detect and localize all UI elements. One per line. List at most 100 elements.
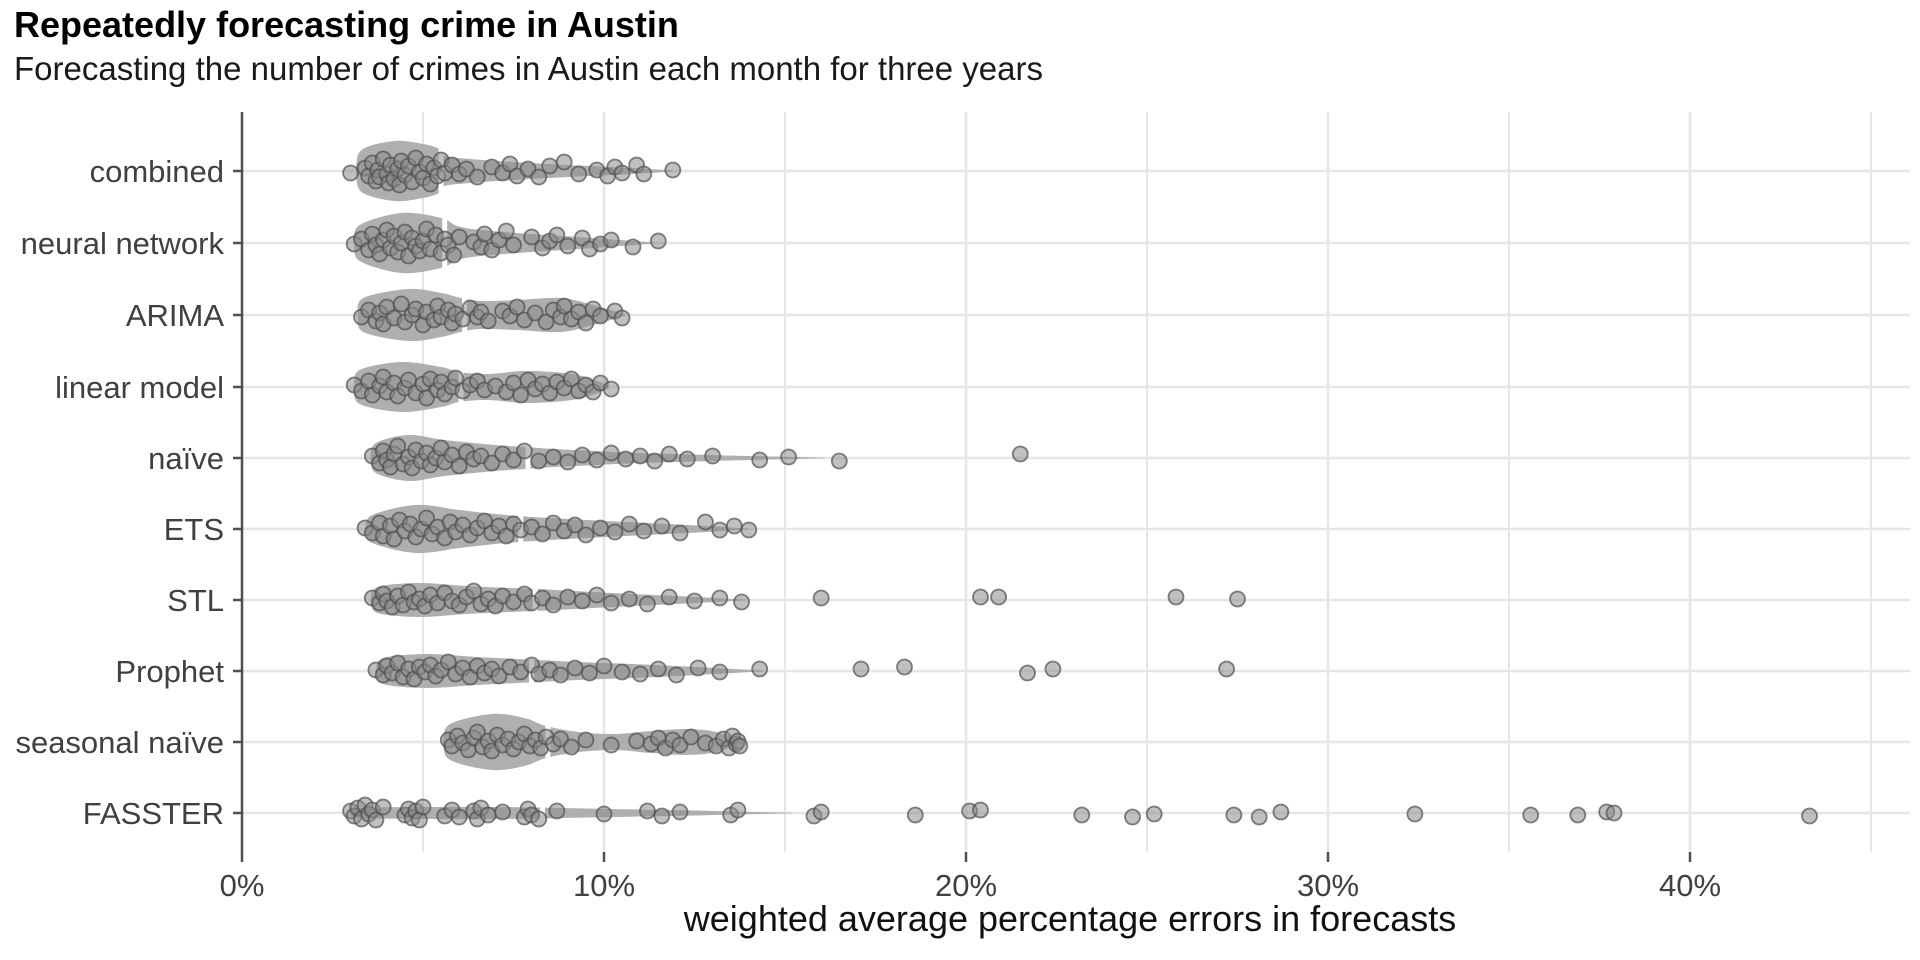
data-point xyxy=(671,803,689,821)
data-point xyxy=(617,450,635,468)
data-point xyxy=(494,803,512,821)
data-point xyxy=(342,164,360,182)
data-point xyxy=(1406,805,1424,823)
data-point xyxy=(1073,806,1091,824)
data-point xyxy=(620,515,638,533)
data-point xyxy=(631,665,649,683)
data-point xyxy=(581,664,598,682)
x-tick-label: 0% xyxy=(220,868,265,903)
x-tick-label: 40% xyxy=(1659,868,1721,903)
data-point xyxy=(649,232,667,250)
data-point xyxy=(906,806,924,824)
violin-row-ETS xyxy=(242,504,1910,554)
data-point xyxy=(729,801,747,819)
data-point xyxy=(526,304,544,322)
data-point xyxy=(602,444,620,462)
y-axis-label: STL xyxy=(167,583,224,618)
violin-row-combined xyxy=(242,140,1910,202)
data-point xyxy=(497,222,515,240)
x-major-gridlines xyxy=(602,112,1692,852)
data-point xyxy=(588,451,606,469)
data-point xyxy=(555,153,573,171)
data-point xyxy=(639,595,656,613)
data-point xyxy=(374,798,392,816)
y-axis-labels: combined neural network ARIMA linear model n… xyxy=(15,154,224,831)
data-point xyxy=(505,236,522,254)
y-axis-label: combined xyxy=(90,154,224,189)
data-point xyxy=(1522,806,1540,824)
data-point xyxy=(1569,806,1587,824)
data-point xyxy=(573,446,591,464)
data-point xyxy=(635,522,653,540)
jitter-points xyxy=(342,796,1818,829)
jitter-points xyxy=(439,723,749,760)
data-point xyxy=(711,521,729,539)
data-point xyxy=(660,445,678,463)
data-point xyxy=(552,666,569,684)
data-point xyxy=(577,731,595,749)
data-point xyxy=(780,448,797,466)
data-point xyxy=(620,590,638,608)
data-point xyxy=(559,237,577,255)
data-point xyxy=(541,157,559,175)
data-point xyxy=(852,660,870,678)
data-point xyxy=(1229,590,1246,608)
data-point xyxy=(653,807,671,825)
data-point xyxy=(508,298,526,316)
chart-subtitle: Forecasting the number of crimes in Aust… xyxy=(14,50,1043,87)
data-point xyxy=(678,450,696,468)
data-point xyxy=(447,369,465,387)
data-point xyxy=(751,451,769,469)
data-point xyxy=(606,523,624,541)
y-axis-label: ARIMA xyxy=(126,298,225,333)
data-point xyxy=(990,588,1007,606)
jitter-points xyxy=(353,295,631,334)
data-point xyxy=(530,168,548,186)
data-point xyxy=(731,737,749,755)
jitter-points xyxy=(363,437,1029,477)
data-point xyxy=(613,309,631,327)
data-point xyxy=(592,307,609,325)
data-point xyxy=(602,736,620,754)
data-point xyxy=(450,457,468,475)
data-point xyxy=(1218,660,1235,678)
data-point xyxy=(1011,445,1029,463)
violin-row-naïve xyxy=(242,434,1910,482)
data-point xyxy=(711,663,729,681)
data-point xyxy=(450,808,468,826)
data-point xyxy=(1044,660,1062,678)
data-point xyxy=(544,448,562,466)
data-point xyxy=(812,803,830,821)
data-point xyxy=(646,452,664,470)
data-point xyxy=(516,442,533,460)
x-tick-label: 20% xyxy=(935,868,997,903)
data-point xyxy=(1801,807,1818,825)
data-point xyxy=(414,798,432,816)
y-axis-ticks xyxy=(233,169,242,815)
data-point xyxy=(602,231,620,249)
data-point xyxy=(468,168,486,186)
data-point xyxy=(483,454,501,472)
data-point xyxy=(592,519,609,537)
data-point xyxy=(577,526,595,544)
data-point xyxy=(668,666,685,684)
data-point xyxy=(751,660,769,678)
violin-row-neural-network xyxy=(242,212,1910,274)
jitter-points xyxy=(356,509,758,548)
data-point xyxy=(733,593,750,611)
jitter-points xyxy=(345,220,667,265)
data-point xyxy=(418,509,436,527)
data-point xyxy=(548,226,566,244)
data-point xyxy=(548,802,566,820)
data-point xyxy=(639,802,656,820)
data-point xyxy=(505,451,522,469)
data-point xyxy=(439,653,457,671)
data-point xyxy=(671,524,689,542)
data-point xyxy=(711,589,729,607)
jitter-points xyxy=(363,582,1246,616)
data-point xyxy=(563,738,580,756)
data-point xyxy=(686,592,703,610)
data-point xyxy=(559,588,577,606)
data-point xyxy=(812,589,830,607)
